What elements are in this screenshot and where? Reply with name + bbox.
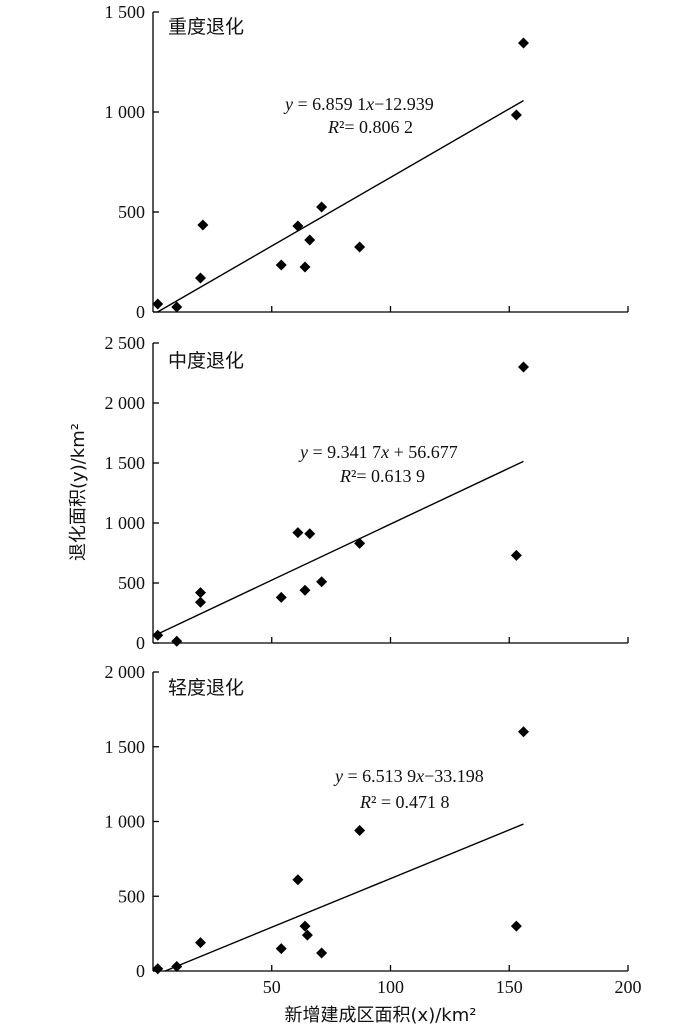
data-point	[171, 961, 183, 973]
trend-line	[157, 99, 524, 313]
y-tick-label: 0	[136, 302, 145, 322]
y-tick-label: 1 500	[105, 737, 146, 757]
regression-equation: y = 6.513 9x−33.198	[333, 766, 484, 786]
panel-title: 重度退化	[168, 16, 244, 38]
y-axis-label: 退化面积(y)/km²	[68, 423, 89, 561]
y-tick-label: 500	[118, 202, 145, 222]
data-point	[510, 920, 522, 932]
data-point	[195, 587, 206, 599]
panel-1: 1 500 1 000 500 0 重度退化 y = 6.859 1x−12.939 R²=…	[105, 2, 629, 322]
data-point	[299, 261, 311, 273]
data-point	[354, 537, 366, 549]
data-point	[510, 549, 522, 561]
y-tick-label: 0	[136, 633, 145, 653]
data-point	[304, 528, 316, 540]
y-tick-label: 2 000	[105, 393, 146, 413]
y-tick-label: 1 500	[105, 2, 146, 22]
y-tick-label: 2 000	[105, 662, 146, 682]
data-point	[292, 220, 304, 232]
regression-equation: y = 6.859 1x−12.939	[283, 94, 434, 114]
x-tick-label: 200	[615, 977, 642, 997]
data-point	[171, 635, 183, 647]
data-point	[195, 596, 206, 608]
data-point	[152, 298, 164, 310]
data-point	[299, 584, 311, 596]
x-tick-label: 100	[377, 977, 404, 997]
r-squared: R² = 0.471 8	[359, 792, 450, 812]
data-point	[197, 219, 209, 231]
data-point	[292, 874, 304, 886]
y-tick-label: 500	[118, 573, 145, 593]
data-point	[316, 201, 328, 213]
data-point	[301, 929, 313, 941]
data-point	[195, 272, 206, 284]
y-tick-label: 500	[118, 886, 145, 906]
data-point	[275, 943, 287, 955]
y-tick-label: 1 000	[105, 102, 146, 122]
x-axis-label: 新增建成区面积(x)/km²	[285, 1005, 477, 1026]
y-tick-label: 1 500	[105, 453, 146, 473]
x-tick-label: 50	[263, 977, 281, 997]
data-point	[304, 234, 316, 246]
y-tick-label: 1 000	[105, 812, 146, 832]
data-point	[518, 37, 529, 49]
panel-title: 中度退化	[168, 350, 244, 372]
panel-3: 2 000 1 500 1 000 500 0 轻度退化 y = 6.513 9x−33.1…	[105, 662, 629, 981]
data-point	[354, 824, 366, 836]
data-point	[299, 920, 311, 932]
data-point	[152, 629, 164, 641]
r-squared: R²= 0.613 9	[339, 466, 425, 486]
data-point	[510, 109, 522, 121]
panel-title: 轻度退化	[168, 677, 244, 699]
y-tick-label: 1 000	[105, 513, 146, 533]
trend-line	[157, 460, 524, 635]
data-point	[316, 576, 328, 588]
data-point	[518, 726, 529, 738]
data-point	[292, 527, 304, 539]
panel-2: 2 500 2 000 1 500 1 000 500 0 中度退化 y = 9.341 7x…	[105, 333, 629, 653]
data-point	[195, 937, 206, 949]
y-tick-label: 2 500	[105, 333, 146, 353]
data-point	[354, 241, 366, 253]
data-point	[518, 361, 529, 373]
r-squared: R²= 0.806 2	[327, 117, 413, 137]
regression-equation: y = 9.341 7x + 56.677	[298, 442, 458, 462]
data-point	[171, 301, 183, 313]
data-point	[316, 947, 328, 959]
trend-line	[164, 823, 524, 972]
x-tick-label: 150	[496, 977, 523, 997]
data-point	[152, 963, 164, 975]
data-point	[275, 591, 287, 603]
data-point	[275, 259, 287, 271]
y-tick-label: 0	[136, 961, 145, 981]
